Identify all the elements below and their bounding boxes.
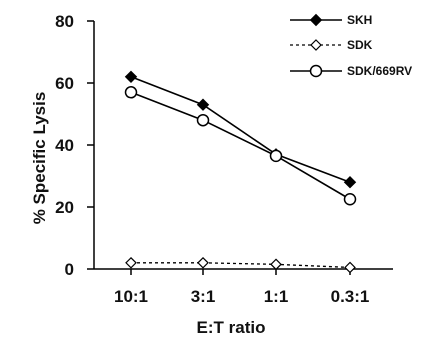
- open-diamond-marker: [270, 258, 282, 271]
- filled-diamond-marker: [343, 175, 357, 189]
- open-diamond-marker: [125, 256, 137, 269]
- x-tick-label: 10:1: [114, 287, 148, 306]
- series-line: [130, 76, 351, 183]
- y-tick-label: 20: [55, 198, 74, 217]
- open-circle-marker: [196, 113, 210, 127]
- legend-item: SDK: [290, 38, 373, 52]
- y-axis-title: % Specific Lysis: [30, 92, 49, 225]
- legend-label: SDK/669RV: [347, 64, 412, 78]
- legend-item: SDK/669RV: [290, 64, 412, 78]
- x-axis-title: E:T ratio: [197, 318, 266, 337]
- open-diamond-marker: [197, 256, 209, 269]
- y-tick-label: 0: [65, 260, 74, 279]
- y-tick-label: 80: [55, 12, 74, 31]
- x-tick-label: 1:1: [264, 287, 289, 306]
- chart-axes: 0 20 40 60 80 10:1 3:1 1:1 0.3:1: [55, 12, 393, 306]
- legend-item: SKH: [290, 13, 372, 27]
- y-tick-label: 40: [55, 136, 74, 155]
- legend-label: SKH: [347, 13, 372, 27]
- series-sdk: [125, 256, 356, 274]
- legend-label: SDK: [347, 38, 373, 52]
- open-circle-marker: [309, 64, 323, 78]
- open-circle-marker: [269, 149, 283, 163]
- open-diamond-marker: [310, 39, 322, 51]
- x-tick-label: 3:1: [191, 287, 216, 306]
- series-line: [131, 262, 351, 269]
- filled-diamond-marker: [196, 98, 210, 111]
- filled-diamond-marker: [124, 70, 138, 84]
- open-circle-marker: [124, 86, 138, 99]
- y-tick-label: 60: [55, 74, 74, 93]
- series-skh: [124, 70, 357, 189]
- series-line: [130, 91, 351, 200]
- filled-diamond-marker: [309, 13, 323, 27]
- legend: SKH SDK SDK/669RV: [290, 13, 412, 78]
- series-sdk-669rv: [124, 86, 357, 206]
- open-diamond-marker: [344, 261, 356, 274]
- x-tick-label: 0.3:1: [331, 287, 370, 306]
- open-circle-marker: [343, 193, 357, 206]
- series-layer: [124, 70, 357, 274]
